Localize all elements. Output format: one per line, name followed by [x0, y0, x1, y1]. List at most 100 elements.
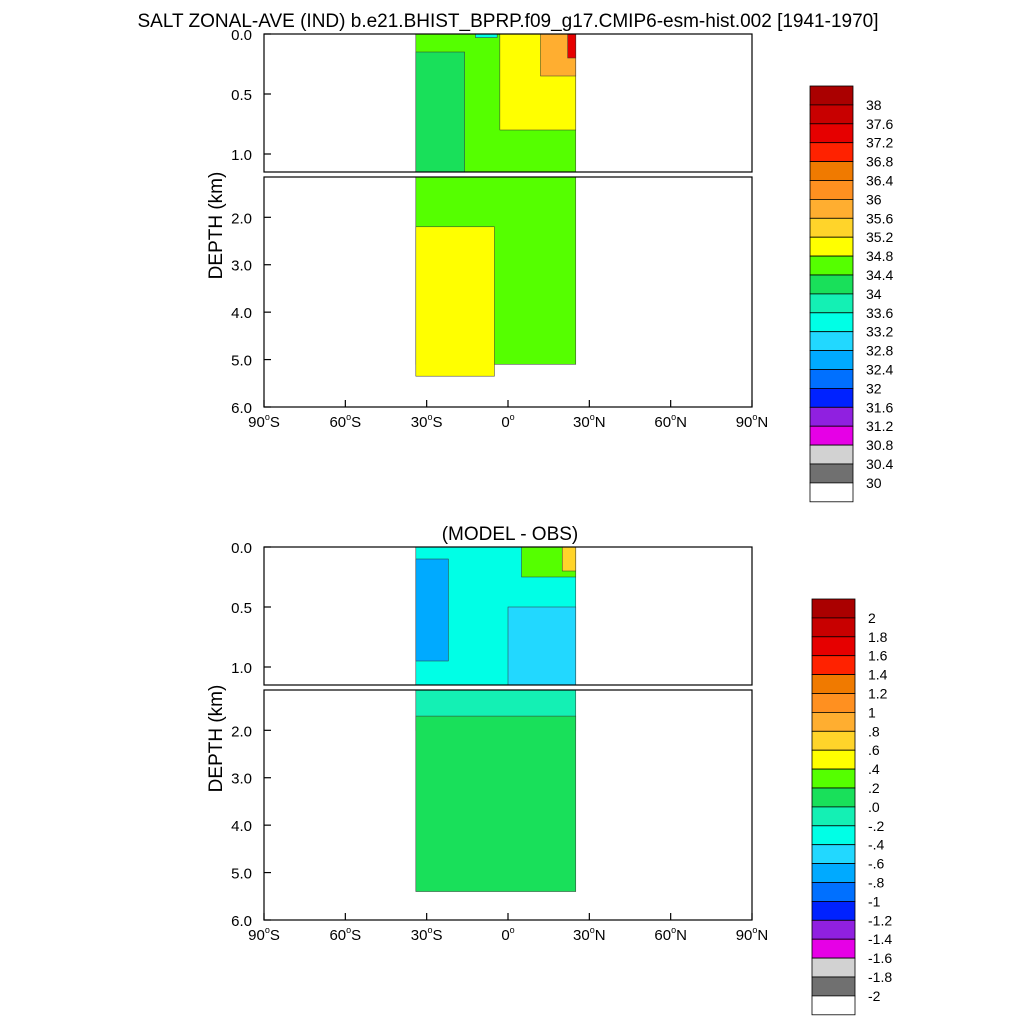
colorbar-swatch [811, 749, 856, 770]
colorbar-label: 36.8 [866, 154, 893, 170]
colorbar-label: 32.4 [866, 362, 893, 378]
colorbar-swatch [809, 293, 854, 314]
y-tick-label: 0.5 [231, 87, 252, 104]
colorbar-swatch [811, 901, 856, 921]
x-tick-label: 90oS [248, 412, 280, 431]
y-tick-label: 0.0 [231, 540, 252, 557]
colorbar-swatch [809, 369, 854, 389]
colorbar-label: 1.8 [868, 629, 888, 645]
colorbar-swatch [811, 693, 856, 713]
y-tick-label: 6.0 [231, 913, 252, 930]
colorbar-label: -1.8 [868, 969, 892, 985]
colorbar-swatch [809, 104, 854, 125]
colorbar-swatch [811, 995, 856, 1016]
x-tick-label: 90oS [248, 925, 280, 944]
colorbar-label: 35.2 [866, 229, 893, 245]
x-tick-label: 60oS [329, 925, 361, 944]
colorbar-label: -.4 [868, 837, 885, 853]
colorbar-label: -1.4 [868, 931, 892, 947]
colorbar-label: 1.4 [868, 667, 888, 683]
colorbar-label: 38 [866, 97, 882, 113]
colorbar-label: 37.2 [866, 135, 893, 151]
x-tick-label: 30oS [411, 412, 443, 431]
colorbar-label: 1 [868, 704, 876, 720]
colorbar-label: 33.2 [866, 324, 893, 340]
colorbar-swatch [809, 198, 854, 219]
colorbar-swatch [809, 482, 854, 503]
colorbar-label: -.2 [868, 818, 885, 834]
y-tick-label: 5.0 [231, 866, 252, 883]
contour-fill-group [415, 547, 577, 892]
colorbar-label: .4 [868, 761, 880, 777]
contour-region [507, 606, 577, 686]
colorbar-swatch [811, 636, 856, 657]
y-tick-label: 2.0 [231, 210, 252, 227]
colorbar-swatch [809, 444, 854, 465]
x-tick-label: 30oN [573, 925, 606, 944]
colorbar-label: .8 [868, 723, 880, 739]
colorbar-label: -2 [868, 988, 881, 1004]
y-tick-label: 4.0 [231, 818, 252, 835]
colorbar-swatch [811, 957, 856, 978]
colorbar-swatch [811, 617, 856, 638]
colorbar-label: 30.4 [866, 456, 893, 472]
colorbar-swatch [811, 976, 856, 997]
colorbar-swatch [809, 123, 854, 144]
colorbar-label: -.6 [868, 856, 885, 872]
colorbar-swatch [811, 787, 856, 808]
contour-region [567, 34, 577, 59]
y-tick-label: 0.5 [231, 600, 252, 617]
colorbar-swatch [811, 825, 856, 846]
contour-region [475, 34, 498, 38]
upper-axes-frame [263, 546, 753, 686]
colorbar-swatch [809, 350, 854, 370]
colorbar-swatch [809, 236, 854, 257]
figure-title: SALT ZONAL-AVE (IND) b.e21.BHIST_BPRP.f0… [138, 11, 879, 32]
colorbar-swatch [811, 806, 856, 827]
y-tick-label: 1.0 [231, 660, 252, 677]
x-tick-label: 60oN [654, 925, 687, 944]
colorbar-label: 36.4 [866, 173, 893, 189]
colorbar-label: 2 [868, 610, 876, 626]
contour-region [415, 226, 495, 377]
colorbar-swatch [811, 938, 856, 959]
x-tick-label: 90oN [736, 412, 769, 431]
colorbar-swatch [809, 85, 854, 106]
y-tick-label: 6.0 [231, 400, 252, 417]
colorbar-label: 34.4 [866, 267, 893, 283]
colorbar-label: .2 [868, 780, 880, 796]
x-tick-label: 0o [501, 925, 514, 944]
colorbar-swatch [811, 655, 856, 676]
colorbar-label: 1.2 [868, 686, 888, 702]
colorbar-swatch [811, 730, 856, 751]
y-tick-label: 1.0 [231, 147, 252, 164]
colorbar-swatch [809, 463, 854, 484]
colorbar-label: 32.8 [866, 343, 893, 359]
colorbar-swatch [811, 768, 856, 789]
colorbar-label: 36 [866, 191, 882, 207]
colorbar-label: 31.2 [866, 418, 893, 434]
colorbar-label: 30.8 [866, 437, 893, 453]
contour-region [415, 51, 465, 173]
colorbar-swatch [811, 598, 856, 619]
upper-axes-frame [263, 33, 753, 173]
colorbar-swatch [809, 217, 854, 238]
x-tick-label: 0o [501, 412, 514, 431]
colorbar-swatch [811, 863, 856, 883]
panel-title: (MODEL - OBS) [442, 524, 579, 545]
y-axis-label: DEPTH (km) [206, 172, 227, 280]
colorbar-swatch [809, 255, 854, 276]
colorbar-swatch [809, 312, 854, 333]
colorbar-swatch [811, 712, 856, 732]
difference-panel: (MODEL - OBS)0.00.51.02.03.04.05.06.0DEP… [206, 524, 892, 1016]
x-tick-label: 90oN [736, 925, 769, 944]
colorbar-label: .6 [868, 742, 880, 758]
colorbar-swatch [811, 882, 856, 902]
colorbar-label: 37.6 [866, 116, 893, 132]
colorbar-swatch [809, 406, 854, 427]
colorbar-swatch [809, 180, 854, 200]
colorbar-label: -1.6 [868, 950, 892, 966]
y-tick-label: 5.0 [231, 353, 252, 370]
y-tick-label: 3.0 [231, 771, 252, 788]
